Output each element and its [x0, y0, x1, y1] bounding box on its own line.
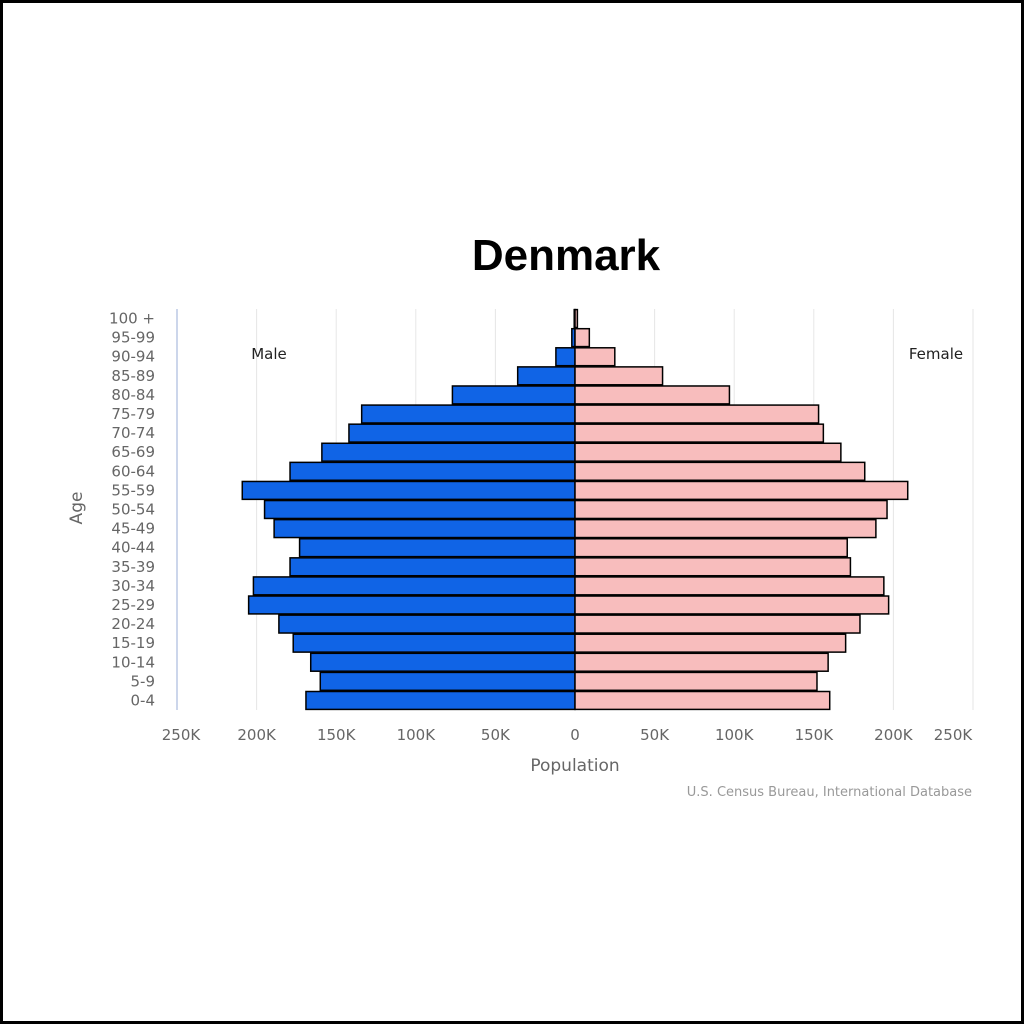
- bars: [241, 308, 909, 711]
- age-tick-label: 40-44: [111, 539, 155, 557]
- age-tick-label: 35-39: [111, 558, 155, 576]
- age-tick-label: 100 +: [109, 310, 155, 328]
- female-bar: [574, 652, 829, 672]
- female-series-label: Female: [909, 345, 963, 363]
- population-tick-label: 200K: [237, 726, 277, 744]
- female-bar: [574, 614, 861, 634]
- female-bar: [574, 690, 831, 711]
- male-bar: [252, 576, 576, 596]
- population-tick-label: 100K: [715, 726, 755, 744]
- age-tick-labels: 100 +95-9990-9485-8980-8475-7970-7465-69…: [109, 310, 155, 710]
- male-bar: [292, 633, 576, 653]
- female-bar: [574, 499, 888, 520]
- age-tick-label: 10-14: [111, 653, 155, 671]
- male-bar: [263, 499, 576, 520]
- age-tick-label: 75-79: [111, 405, 155, 423]
- population-tick-label: 150K: [795, 726, 835, 744]
- female-bar: [574, 480, 909, 501]
- female-bar: [574, 347, 616, 367]
- x-axis-title: Population: [530, 756, 619, 776]
- population-tick-labels: 250K 200K 150K 100K 50K 0 50K 100K 150K 200K 250K: [162, 726, 974, 744]
- male-bar: [555, 347, 576, 367]
- female-bar: [574, 633, 847, 653]
- male-bar: [451, 385, 576, 405]
- female-bar: [574, 423, 825, 443]
- female-bar: [574, 557, 852, 577]
- male-bar: [273, 518, 576, 539]
- age-tick-label: 80-84: [111, 386, 155, 404]
- male-bar: [289, 557, 576, 577]
- age-tick-label: 60-64: [111, 462, 155, 480]
- population-tick-label: 0: [570, 726, 580, 744]
- female-bar: [574, 461, 866, 482]
- male-bar: [298, 537, 576, 558]
- population-tick-label: 200K: [874, 726, 914, 744]
- population-tick-label: 250K: [162, 726, 202, 744]
- male-bar: [278, 614, 576, 634]
- age-tick-label: 50-54: [111, 501, 155, 519]
- chart-title: Denmark: [472, 231, 661, 280]
- age-tick-label: 45-49: [111, 520, 155, 538]
- age-tick-label: 70-74: [111, 424, 155, 442]
- male-bar: [348, 423, 576, 443]
- male-bar: [321, 442, 576, 462]
- female-bar: [574, 442, 842, 462]
- female-bar: [574, 537, 848, 558]
- age-tick-label: 5-9: [131, 672, 156, 690]
- female-bar: [574, 518, 877, 539]
- age-tick-label: 85-89: [111, 367, 155, 385]
- male-bar: [247, 595, 576, 615]
- population-tick-label: 150K: [317, 726, 357, 744]
- male-bar: [309, 652, 576, 672]
- population-tick-label: 250K: [934, 726, 974, 744]
- female-bar: [574, 308, 579, 329]
- female-bar: [574, 576, 885, 596]
- y-axis-title: Age: [67, 492, 87, 525]
- population-tick-label: 100K: [397, 726, 437, 744]
- female-bar: [574, 385, 731, 405]
- male-series-label: Male: [251, 345, 287, 363]
- female-bar: [574, 595, 890, 615]
- female-bar: [574, 327, 591, 348]
- female-bar: [574, 671, 818, 692]
- population-pyramid-chart: Denmark 100 +95-9990-9485-8980-8475-7970…: [67, 231, 974, 800]
- age-tick-label: 65-69: [111, 443, 155, 461]
- male-bar: [360, 404, 576, 424]
- age-tick-label: 0-4: [131, 691, 156, 709]
- male-bar: [516, 366, 576, 386]
- age-tick-label: 15-19: [111, 634, 155, 652]
- population-tick-label: 50K: [640, 726, 670, 744]
- male-bar: [305, 690, 576, 711]
- age-tick-label: 95-99: [111, 329, 155, 347]
- female-bar: [574, 404, 820, 424]
- age-tick-label: 25-29: [111, 596, 155, 614]
- population-tick-label: 50K: [481, 726, 511, 744]
- male-bar: [241, 480, 576, 501]
- age-tick-label: 20-24: [111, 615, 155, 633]
- age-tick-label: 55-59: [111, 481, 155, 499]
- male-bar: [289, 461, 576, 482]
- age-tick-label: 90-94: [111, 348, 155, 366]
- age-tick-label: 30-34: [111, 577, 155, 595]
- source-credit: U.S. Census Bureau, International Databa…: [687, 785, 972, 800]
- female-bar: [574, 366, 664, 386]
- male-bar: [319, 671, 576, 692]
